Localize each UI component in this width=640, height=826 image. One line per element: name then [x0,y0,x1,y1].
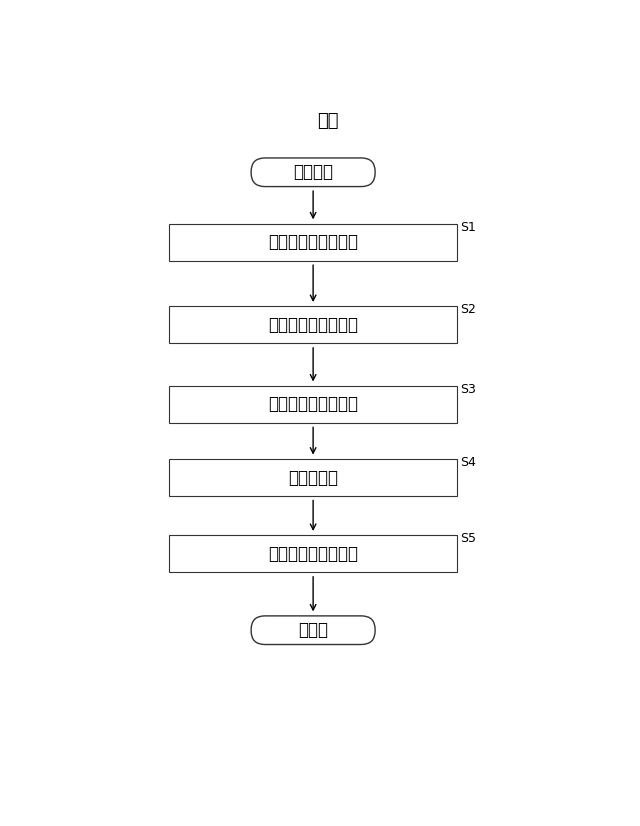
Text: エンド: エンド [298,621,328,639]
Text: S4: S4 [460,456,476,469]
Text: S2: S2 [460,303,476,316]
Text: レベリング: レベリング [288,468,338,487]
Text: スタート: スタート [293,164,333,181]
Text: 図６: 図６ [317,112,339,130]
Bar [169,459,457,496]
FancyBboxPatch shape [251,616,375,644]
Bar [169,386,457,423]
Text: S1: S1 [460,221,476,234]
Bar [169,306,457,344]
Text: S3: S3 [460,382,476,396]
Bar [169,535,457,572]
Text: 円筒状部材４の取付: 円筒状部材４の取付 [268,396,358,413]
Text: S5: S5 [460,532,476,545]
Bar [169,224,457,261]
Text: 弾性接着剤５の硬化: 弾性接着剤５の硬化 [268,545,358,563]
Text: 弾性接着剤５の塗布: 弾性接着剤５の塗布 [268,316,358,334]
FancyBboxPatch shape [251,158,375,187]
Text: 車線区分柵１の配置: 車線区分柵１の配置 [268,233,358,251]
